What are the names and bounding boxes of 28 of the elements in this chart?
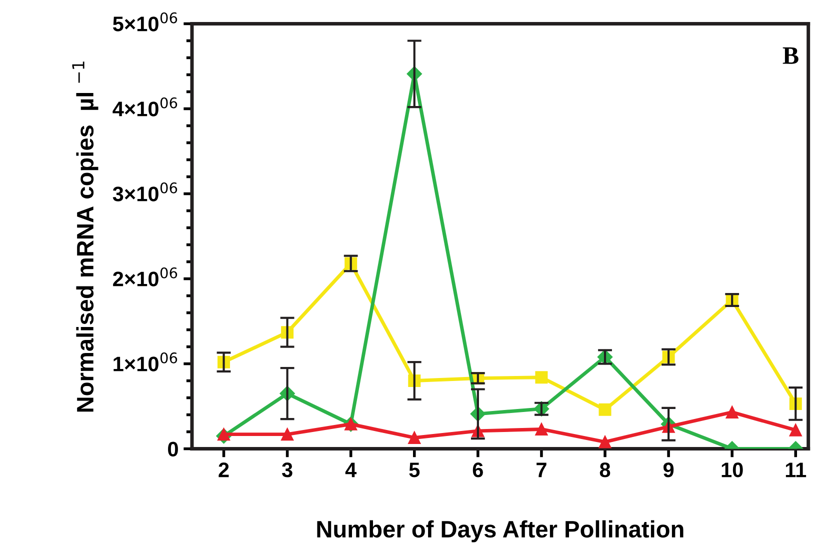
x-tick-label: 8 [600, 462, 610, 478]
point [598, 403, 612, 416]
y-tick-label: 3×10$^{06}$ [112, 182, 178, 202]
x-tick-label: 10 [722, 462, 743, 478]
y-tick-label: 5×10$^{06}$ [112, 12, 178, 32]
point [408, 431, 421, 444]
x-axis-title: Number of Days After Pollination [317, 520, 684, 542]
y-tick-label: 0 [168, 442, 178, 457]
point [281, 428, 294, 441]
point [535, 422, 548, 436]
x-tick-label: 7 [536, 462, 546, 478]
annotation: B [782, 47, 798, 64]
point [598, 436, 612, 448]
x-tick-label: 6 [472, 462, 483, 478]
x-tick-label: 4 [345, 462, 357, 478]
x-tick-label: 5 [409, 462, 420, 478]
point [726, 406, 738, 418]
x-tick-label: 3 [282, 462, 292, 478]
y-axis-title: Normalised mRNA copies µl $^{−1}$ [72, 62, 98, 412]
point [789, 424, 802, 436]
y-tick-label: 1×10$^{06}$ [114, 352, 178, 372]
point [218, 428, 230, 441]
point [535, 371, 548, 384]
x-tick-label: 11 [786, 462, 806, 478]
y-tick-label: 4×10$^{06}$ [112, 97, 178, 116]
y-tick-label: 2×10$^{06}$ [113, 267, 178, 286]
x-tick-label: 9 [663, 462, 674, 478]
x-tick-label: 2 [218, 462, 229, 478]
